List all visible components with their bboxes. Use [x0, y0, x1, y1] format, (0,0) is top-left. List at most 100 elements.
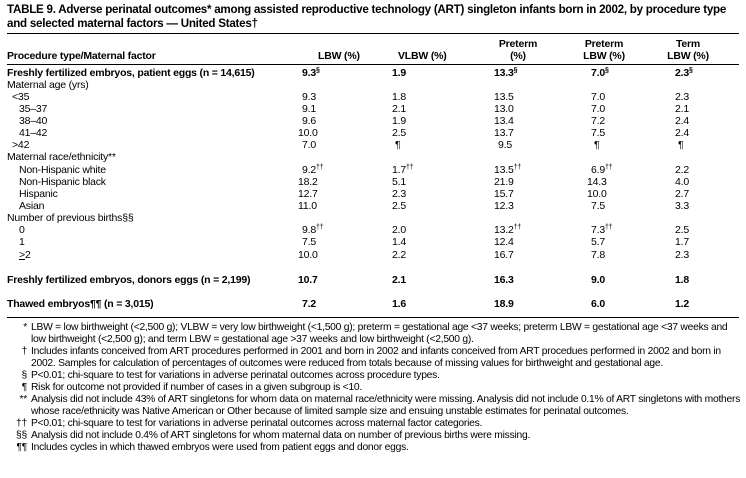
- table-cell: 1.7††: [392, 164, 414, 176]
- footnote: §§ Analysis did not include 0.4% of ART s…: [7, 430, 743, 442]
- table-cell: 6.9††: [591, 164, 613, 176]
- table-cell: 2.1: [675, 103, 689, 115]
- table-cell: 9.6: [302, 115, 316, 127]
- footnote-marker: §: [316, 67, 320, 74]
- table-cell: 2.3: [675, 249, 689, 261]
- footnote-text: P<0.01; chi-square to test for variation…: [31, 418, 483, 429]
- footnote-marker: ††: [406, 164, 414, 171]
- table-row: <35 9.3 1.8 13.5 7.0 2.3: [0, 91, 746, 103]
- footnote-text: Analysis did not include 43% of ART sing…: [31, 394, 741, 417]
- row-label: Maternal age (yrs): [7, 79, 89, 91]
- table-cell: 7.3††: [591, 224, 613, 236]
- table-cell: 2.2: [675, 164, 689, 176]
- table-cell: 2.3: [675, 91, 689, 103]
- table-cell: 7.8: [591, 249, 605, 261]
- footnote: †† P<0.01; chi-square to test for variati…: [7, 418, 743, 430]
- row-label: Freshly fertilized embryos, patient eggs…: [7, 67, 255, 79]
- table-row: Freshly fertilized embryos, patient eggs…: [0, 67, 746, 79]
- footnote: ¶¶ Includes cycles in which thawed embryo…: [7, 442, 743, 454]
- table-cell: 9.5: [498, 139, 512, 151]
- table-cell: 13.7: [494, 127, 514, 139]
- table-cell: 18.9: [494, 298, 514, 310]
- table-row: 1 7.5 1.4 12.4 5.7 1.7: [0, 236, 746, 248]
- footnote-mark: ¶: [21, 382, 28, 393]
- table-title: TABLE 9. Adverse perinatal outcomes* amo…: [7, 3, 727, 30]
- row-label: Hispanic: [19, 188, 58, 200]
- footnote-mark: **: [19, 394, 27, 405]
- table-cell: 10.7: [298, 274, 318, 286]
- footnote-marker: ††: [316, 224, 324, 231]
- table-cell: 13.2††: [494, 224, 522, 236]
- table-cell: 2.7: [675, 188, 689, 200]
- footnote: † Includes infants conceived from ART pro…: [7, 346, 743, 370]
- table-cell: ¶: [678, 139, 684, 151]
- footnote-marker: ††: [513, 164, 522, 171]
- table-row: [0, 262, 746, 274]
- table-cell: 13.0: [494, 103, 514, 115]
- table-cell: 2.1: [392, 274, 406, 286]
- table-cell: 9.1: [302, 103, 316, 115]
- table-cell: 1.9: [392, 67, 406, 79]
- table-row: Maternal age (yrs): [0, 79, 746, 91]
- table-cell: 13.5: [494, 91, 514, 103]
- column-header-preterm: Preterm (%): [498, 38, 538, 62]
- footnote-marker: §: [689, 67, 693, 74]
- footnote-mark: †: [21, 346, 28, 357]
- footnote-mark: ††: [16, 418, 27, 429]
- table-bottom-rule: [7, 317, 739, 318]
- table-cell: 14.3: [587, 176, 607, 188]
- table-cell: ¶: [594, 139, 600, 151]
- table-cell: 7.0§: [591, 67, 609, 79]
- table-cell: 15.7: [494, 188, 514, 200]
- table-cell: 12.4: [494, 236, 514, 248]
- table-row: 41–42 10.0 2.5 13.7 7.5 2.4: [0, 127, 746, 139]
- footnote: ¶ Risk for outcome not provided if number…: [7, 382, 743, 394]
- table-cell: 2.1: [392, 103, 406, 115]
- footnote-text: Includes infants conceived from ART proc…: [31, 346, 721, 369]
- table-row: 38–40 9.6 1.9 13.4 7.2 2.4: [0, 115, 746, 127]
- table-cell: 7.0: [591, 91, 605, 103]
- table-cell: 9.8††: [302, 224, 324, 236]
- table-cell: 2.3§: [675, 67, 693, 79]
- row-label: Thawed embryos¶¶ (n = 3,015): [7, 298, 154, 310]
- table-cell: 9.3§: [302, 67, 320, 79]
- header-bottom-rule: [7, 64, 739, 65]
- table-cell: 13.5††: [494, 164, 522, 176]
- table-cell: 13.4: [494, 115, 514, 127]
- row-label: Freshly fertilized embryos, donors eggs …: [7, 274, 251, 286]
- footnote-mark: *: [23, 322, 27, 333]
- table-row: [0, 286, 746, 298]
- table-cell: 7.2: [302, 298, 316, 310]
- table-cell: 10.0: [298, 127, 318, 139]
- table-cell: ¶: [395, 139, 401, 151]
- table-cell: 1.8: [392, 91, 406, 103]
- table-cell: 1.2: [675, 298, 689, 310]
- table-cell: 21.9: [494, 176, 514, 188]
- table-cell: 18.2: [298, 176, 318, 188]
- table-cell: 1.4: [392, 236, 406, 248]
- row-label: <35: [12, 91, 30, 103]
- table-cell: 12.7: [298, 188, 318, 200]
- footnote: * LBW = low birthweight (<2,500 g); VLBW …: [7, 322, 743, 346]
- footnote-marker: §: [605, 67, 609, 74]
- footnote-mark: §: [21, 370, 28, 381]
- table-cell: 9.0: [591, 274, 605, 286]
- table-cell: 2.3: [392, 188, 406, 200]
- table-row: Maternal race/ethnicity**: [0, 151, 746, 163]
- table-cell: 7.5: [591, 127, 605, 139]
- row-label: >42: [12, 139, 30, 151]
- footnote-marker: ††: [513, 224, 522, 231]
- table-cell: 1.6: [392, 298, 406, 310]
- table-cell: 7.5: [302, 236, 316, 248]
- table-cell: 16.7: [494, 249, 514, 261]
- table-cell: 2.4: [675, 115, 689, 127]
- table-cell: 16.3: [494, 274, 514, 286]
- table-cell: 2.5: [392, 200, 406, 212]
- table-cell: 13.3§: [494, 67, 518, 79]
- table-cell: 7.0: [302, 139, 316, 151]
- footnote: § P<0.01; chi-square to test for variatio…: [7, 370, 743, 382]
- table-cell: 5.1: [392, 176, 406, 188]
- column-header-factor: Procedure type/Maternal factor: [7, 50, 156, 62]
- column-header-vlbw: VLBW (%): [398, 50, 447, 62]
- table-cell: 9.3: [302, 91, 316, 103]
